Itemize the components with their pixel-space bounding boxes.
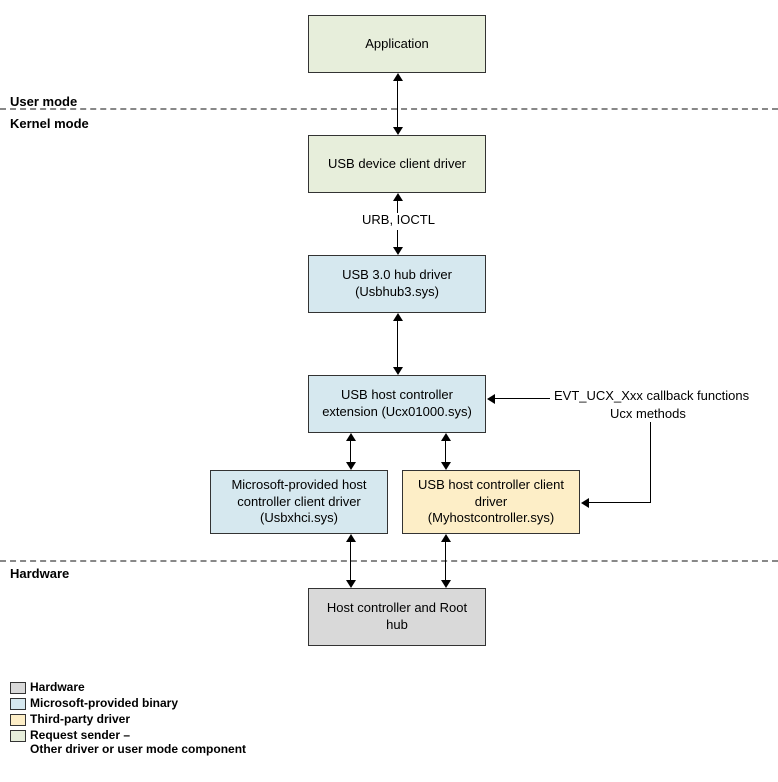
node-hub-driver: USB 3.0 hub driver(Usbhub3.sys) [308,255,486,313]
legend-microsoft: Microsoft-provided binary [10,696,246,710]
arrow-tphost-root [445,542,446,580]
arrow-evt-h1 [495,398,550,399]
arrowhead-ext-ms [346,433,356,441]
arrow-app-client [397,81,398,127]
legend-request: Request sender –Other driver or user mod… [10,728,246,756]
arrowhead-tphost-top [441,462,451,470]
arrow-evt-v [650,422,651,502]
arrow-hub-ext [397,321,398,367]
arrowhead-mshost-top [346,462,356,470]
arrow-mshost-root [350,542,351,580]
node-root-hub: Host controller and Roothub [308,588,486,646]
legend: Hardware Microsoft-provided binary Third… [10,680,246,758]
node-thirdparty-host-driver: USB host controller clientdriver(Myhostc… [402,470,580,534]
node-application: Application [308,15,486,73]
arrowhead-root-left [346,580,356,588]
swatch-request [10,730,26,742]
label-usermode: User mode [10,94,77,109]
node-client-driver: USB device client driver [308,135,486,193]
legend-hardware: Hardware [10,680,246,694]
arrowhead-tphost-bottom [441,534,451,542]
label-ucx-methods: Ucx methods [610,406,686,421]
arrowhead-hub-bottom [393,313,403,321]
divider-hardware [0,560,778,562]
label-evt-callbacks: EVT_UCX_Xxx callback functions [554,388,749,403]
swatch-microsoft [10,698,26,710]
arrowhead-hub-top [393,247,403,255]
arrowhead-ext-top [393,367,403,375]
arrow-client-hub-down [397,230,398,247]
arrowhead-evt-tphost [581,498,589,508]
legend-thirdparty: Third-party driver [10,712,246,726]
label-kernelmode: Kernel mode [10,116,89,131]
swatch-hardware [10,682,26,694]
arrowhead-evt-ext [487,394,495,404]
arrowhead-client-bottom [393,193,403,201]
arrowhead-client [393,127,403,135]
arrow-ext-tphost [445,441,446,463]
arrowhead-app [393,73,403,81]
arrowhead-root-right [441,580,451,588]
arrow-client-hub-up [397,201,398,213]
label-urb-ioctl: URB, IOCTL [362,212,435,227]
arrow-ext-mshost [350,441,351,463]
arrowhead-ext-tp [441,433,451,441]
swatch-thirdparty [10,714,26,726]
node-ucx-extension: USB host controllerextension (Ucx01000.s… [308,375,486,433]
arrowhead-mshost-bottom [346,534,356,542]
arrow-evt-h2 [589,502,651,503]
node-ms-host-driver: Microsoft-provided hostcontroller client… [210,470,388,534]
label-hardware: Hardware [10,566,69,581]
divider-usermode [0,108,778,110]
